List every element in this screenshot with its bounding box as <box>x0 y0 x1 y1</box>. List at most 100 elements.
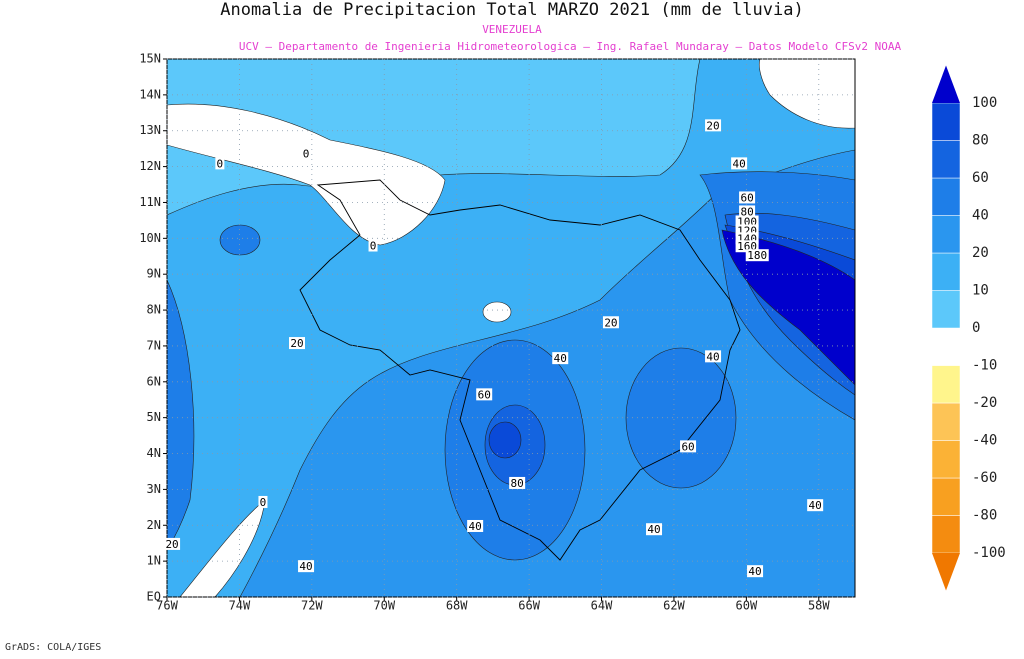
contour-label-box <box>646 523 663 536</box>
credits: UCV – Departamento de Ingenieria Hidrome… <box>239 40 902 53</box>
colorbar-label: -100 <box>972 545 1006 561</box>
contour-label-box <box>739 205 756 218</box>
contour-label-box <box>298 560 315 573</box>
colorbar-segment <box>931 365 961 404</box>
x-tick-label: 68W <box>446 599 468 613</box>
contour-label-box <box>705 119 722 132</box>
contour-label: 20 <box>290 337 303 350</box>
colorbar-low-end <box>932 553 960 591</box>
y-tick-label: 11N <box>139 195 161 209</box>
map-frame <box>166 58 856 598</box>
contour-label-box <box>301 147 311 160</box>
colorbar-label: -10 <box>972 358 997 374</box>
colorbar-segment <box>931 327 961 366</box>
contour-label: 40 <box>706 350 719 363</box>
contour-label: 40 <box>647 523 660 536</box>
contour-label: 40 <box>809 499 822 512</box>
x-tick-label: 72W <box>301 599 323 613</box>
colorbar-segment <box>931 252 961 291</box>
y-tick-label: 4N <box>147 446 161 460</box>
contour-label: 40 <box>299 560 312 573</box>
contour-label: 0 <box>303 147 310 160</box>
contour-label-box <box>705 350 722 363</box>
y-tick-label: 13N <box>139 123 161 137</box>
contour-label-box <box>745 249 769 262</box>
contour-label: 0 <box>370 240 377 253</box>
y-tick-label: 12N <box>139 159 161 173</box>
x-tick-label: 64W <box>591 599 613 613</box>
contour-label-box <box>288 337 305 350</box>
colorbar-label: 10 <box>972 283 989 299</box>
x-tick-label: 58W <box>808 599 830 613</box>
y-tick-label: 1N <box>147 554 161 568</box>
colorbar-high-end <box>932 65 960 103</box>
y-tick-label: 10N <box>139 231 161 245</box>
contour-label-box <box>164 537 181 550</box>
shaded-field <box>167 59 855 597</box>
y-tick-label: 5N <box>147 410 161 424</box>
footer: GrADS: COLA/IGES <box>5 642 101 653</box>
y-tick-label: 9N <box>147 267 161 281</box>
colorbar-segment <box>931 102 961 141</box>
contour-label: 20 <box>604 316 617 329</box>
colorbar-label: -40 <box>972 433 997 449</box>
contour-label-box <box>258 495 268 508</box>
contour-label: 60 <box>740 191 753 204</box>
contour-label-box <box>552 352 569 365</box>
contour-label: 40 <box>733 157 746 170</box>
y-tick-label: 15N <box>139 52 161 66</box>
colorbar-segment <box>931 177 961 216</box>
x-tick-label: 60W <box>736 599 758 613</box>
contour-label: 40 <box>554 352 567 365</box>
contour-label-box <box>467 519 484 532</box>
contour-label-box <box>602 316 619 329</box>
colorbar-label: 80 <box>972 133 989 149</box>
x-tick-label: 66W <box>518 599 540 613</box>
colorbar-segment <box>931 515 961 554</box>
contour-label: 60 <box>478 388 491 401</box>
contour-label-box <box>680 440 697 453</box>
contour-label-box <box>509 476 526 489</box>
colorbar-label: 0 <box>972 320 980 336</box>
colorbar-label: 20 <box>972 245 989 261</box>
contour-label: 40 <box>469 520 482 533</box>
y-tick-label: 14N <box>139 87 161 101</box>
colorbar-segment <box>931 477 961 516</box>
contour-label: 0 <box>217 157 224 170</box>
colorbar-segment <box>931 440 961 479</box>
y-tick-label: EQ <box>147 590 161 604</box>
contour-label: 20 <box>165 538 178 551</box>
y-tick-label: 7N <box>147 338 161 352</box>
contour-label-box <box>476 388 493 401</box>
colorbar-segment <box>931 402 961 441</box>
contour-label: 80 <box>740 205 753 218</box>
contour-label: 40 <box>748 565 761 578</box>
title: Anomalia de Precipitacion Total MARZO 20… <box>220 0 803 20</box>
contour-label: 0 <box>260 496 267 509</box>
contour-label: 20 <box>706 119 719 132</box>
y-tick-label: 3N <box>147 482 161 496</box>
y-tick-label: 2N <box>147 518 161 532</box>
subtitle: VENEZUELA <box>482 23 542 36</box>
contour-label-box <box>368 239 378 252</box>
contour-label: 180 <box>747 249 767 262</box>
colorbar-label: 60 <box>972 170 989 186</box>
colorbar-segment <box>931 290 961 329</box>
colorbar-label: 40 <box>972 208 989 224</box>
x-tick-label: 62W <box>663 599 685 613</box>
y-tick-label: 8N <box>147 303 161 317</box>
x-tick-label: 74W <box>229 599 251 613</box>
colorbar-label: -20 <box>972 395 997 411</box>
x-tick-label: 70W <box>373 599 395 613</box>
colorbar-label: 100 <box>972 95 997 111</box>
contour-label-box <box>215 157 225 170</box>
contour-label-box <box>739 191 756 204</box>
contour-label: 80 <box>511 477 524 490</box>
y-tick-label: 6N <box>147 374 161 388</box>
contour-label: 60 <box>681 440 694 453</box>
colorbar-segment <box>931 215 961 254</box>
x-tick-label: 76W <box>156 599 178 613</box>
contour-label-box <box>731 157 748 170</box>
contour-label-box <box>747 565 764 578</box>
colorbar-label: -80 <box>972 508 997 524</box>
